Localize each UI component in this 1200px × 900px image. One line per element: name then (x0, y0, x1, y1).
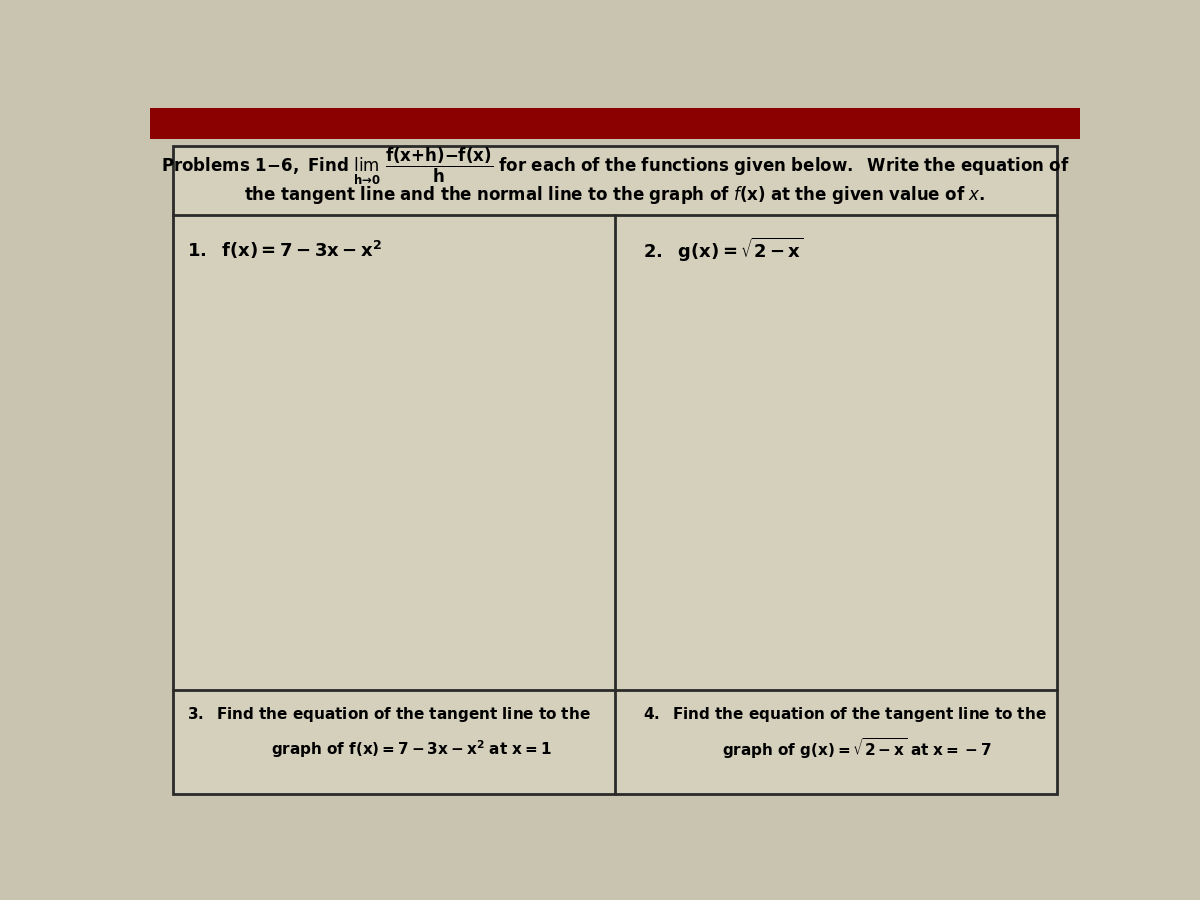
Text: $\bf{the\ tangent\ line\ and\ the\ normal\ line\ to\ the\ graph\ of}\ \mathit{f}: $\bf{the\ tangent\ line\ and\ the\ norma… (245, 184, 985, 205)
Text: $\bf{graph\ of}\ f(x) = 7 - 3x - x^2\ \bf{at}\ x = 1$: $\bf{graph\ of}\ f(x) = 7 - 3x - x^2\ \b… (271, 738, 552, 760)
Text: $\bf{4.\ \ Find\ the\ equation\ of\ the\ tangent\ line\ to\ the}$: $\bf{4.\ \ Find\ the\ equation\ of\ the\… (643, 705, 1046, 724)
Text: $\bf{2.}\ \ g(x) = \sqrt{2-x}$: $\bf{2.}\ \ g(x) = \sqrt{2-x}$ (643, 236, 804, 264)
Text: $\bf{graph\ of}\ g(x) = \sqrt{2-x}\ \bf{at}\ x = -7$: $\bf{graph\ of}\ g(x) = \sqrt{2-x}\ \bf{… (722, 736, 991, 761)
Text: $\bf{3.\ \ Find\ the\ equation\ of\ the\ tangent\ line\ to\ the}$: $\bf{3.\ \ Find\ the\ equation\ of\ the\… (187, 705, 590, 724)
Text: $\bf{Problems\ 1\!-\!6,\ Find}\ \lim_{h \to 0}\ \dfrac{f(x+h)-f(x)}{h}\ \bf{for\: $\bf{Problems\ 1\!-\!6,\ Find}\ \lim_{h … (161, 147, 1069, 187)
FancyBboxPatch shape (173, 146, 1057, 794)
Text: $\bf{1.}\ \ f(x) = 7 - 3x - x^2$: $\bf{1.}\ \ f(x) = 7 - 3x - x^2$ (187, 239, 382, 261)
FancyBboxPatch shape (150, 108, 1080, 140)
